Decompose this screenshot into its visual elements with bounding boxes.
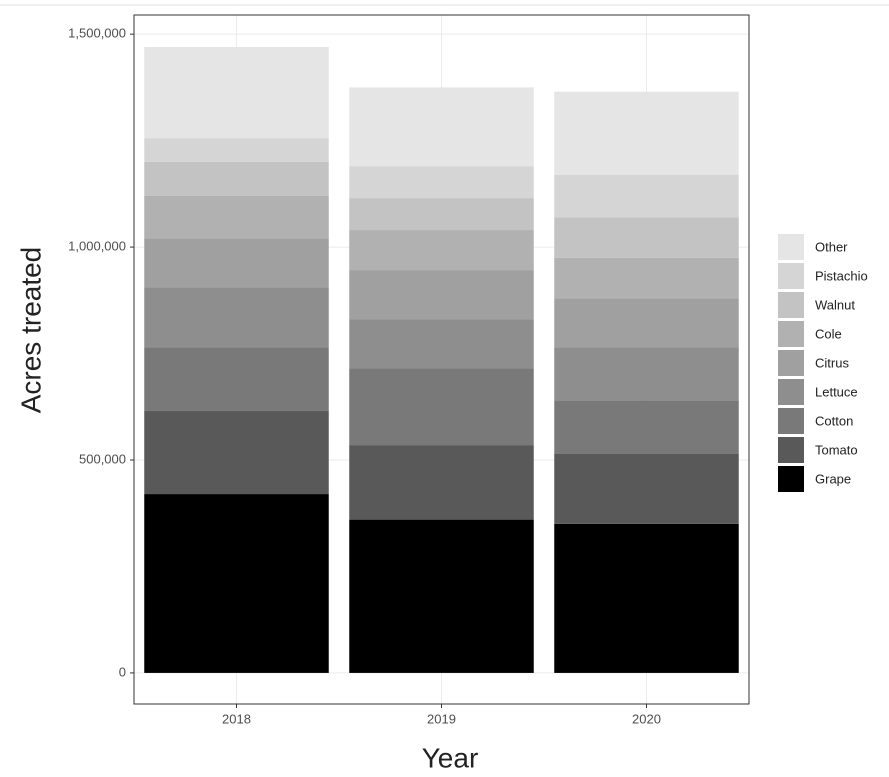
y-tick-label: 500,000 [79,451,126,466]
legend-label: Walnut [815,297,855,312]
bar-segment [349,445,534,520]
bar-segment [554,453,739,524]
legend-key [778,263,804,289]
x-axis-title: Year [422,742,479,773]
legend-key [778,234,804,260]
legend-label: Other [815,239,848,254]
bar-segment [144,161,329,196]
y-tick-label: 0 [119,664,126,679]
legend-key [778,379,804,405]
legend-label: Pistachio [815,268,868,283]
x-tick-label: 2019 [427,711,456,726]
y-axis-title: Acres treated [15,247,46,414]
legend-label: Cotton [815,413,853,428]
legend-key [778,292,804,318]
bar-segment [349,368,534,446]
bar-segment [144,287,329,348]
bar-segment [349,270,534,320]
legend-key [778,321,804,347]
bar-segment [349,87,534,167]
bar-segment [349,198,534,231]
bar-segment [554,523,739,673]
bar-segment [144,411,329,495]
bar-segment [554,217,739,258]
bar-segment [554,347,739,401]
bar-segment [144,138,329,162]
bar-segment [349,319,534,369]
plot-border [133,14,750,705]
bar-segment [554,257,739,299]
legend-label: Citrus [815,355,849,370]
legend-key [778,437,804,463]
legend-label: Lettuce [815,384,858,399]
legend-key [778,466,804,492]
bar-segment [554,400,739,454]
bar-segment [144,195,329,239]
bar-segment [554,91,739,175]
legend-key [778,350,804,376]
legend-label: Cole [815,326,842,341]
bar-segment [349,166,534,199]
y-tick-label: 1,500,000 [68,26,126,41]
y-tick-label: 1,000,000 [68,239,126,254]
x-tick-label: 2020 [632,711,661,726]
bar-segment [144,347,329,412]
legend-key [778,408,804,434]
bar-segment [554,174,739,218]
bar-segment [144,238,329,288]
x-tick-label: 2018 [222,711,251,726]
bar-segment [144,46,329,139]
legend-label: Tomato [815,442,858,457]
bar-segment [349,519,534,673]
bar-segment [349,230,534,271]
bar-segment [554,298,739,348]
bar-segment [144,494,329,673]
legend-label: Grape [815,471,851,486]
